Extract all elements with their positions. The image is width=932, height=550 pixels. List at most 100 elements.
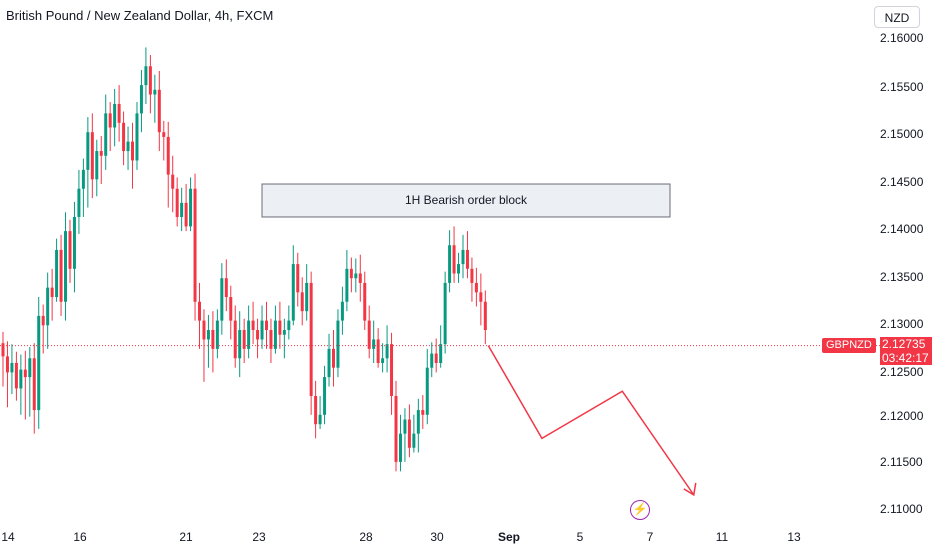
candle-body bbox=[470, 268, 474, 283]
order-block-label: 1H Bearish order block bbox=[404, 193, 528, 207]
candle-body bbox=[126, 141, 130, 152]
candle-body bbox=[367, 320, 371, 349]
candle-body bbox=[403, 419, 407, 434]
candle-body bbox=[77, 188, 81, 217]
candle-body bbox=[376, 339, 380, 363]
candle-body bbox=[175, 188, 179, 217]
candle-body bbox=[354, 273, 358, 279]
lightning-bolt-icon[interactable]: ⚡ bbox=[630, 500, 650, 520]
x-tick-label: 16 bbox=[73, 530, 87, 544]
candle-body bbox=[46, 287, 50, 326]
candle-body bbox=[278, 320, 282, 335]
candle-body bbox=[139, 85, 143, 114]
candle-body bbox=[323, 377, 327, 415]
candle-body bbox=[32, 358, 36, 411]
candle-body bbox=[229, 297, 233, 321]
candle-body bbox=[443, 282, 447, 345]
candle-body bbox=[314, 395, 318, 425]
candle-body bbox=[104, 113, 108, 156]
x-tick-label: 28 bbox=[359, 530, 373, 544]
candle-body bbox=[327, 348, 331, 378]
candle-body bbox=[198, 301, 202, 321]
candle-body bbox=[269, 330, 273, 349]
symbol-tag: GBPNZD bbox=[822, 338, 876, 353]
x-tick-label: 13 bbox=[787, 530, 801, 544]
candle-body bbox=[90, 132, 94, 180]
candle-body bbox=[59, 249, 63, 302]
candle-body bbox=[282, 330, 286, 335]
candle-body bbox=[113, 103, 117, 128]
candle-body bbox=[117, 103, 121, 123]
candle-body bbox=[81, 169, 85, 189]
candle-body bbox=[206, 330, 210, 340]
candle-body bbox=[434, 353, 438, 363]
candle-body bbox=[86, 132, 90, 170]
candle-body bbox=[309, 282, 313, 396]
x-tick-label: Sep bbox=[497, 530, 521, 544]
candle-body bbox=[336, 320, 340, 368]
candle-body bbox=[95, 151, 99, 180]
candle-body bbox=[457, 264, 461, 274]
candle-body bbox=[238, 330, 242, 359]
candle-body bbox=[41, 315, 45, 326]
y-tick-label: 2.11500 bbox=[880, 455, 923, 469]
bar-countdown: 03:42:17 bbox=[882, 351, 929, 365]
candle-body bbox=[358, 273, 362, 283]
candle-body bbox=[483, 301, 487, 331]
x-tick-label: 11 bbox=[715, 530, 729, 544]
currency-button[interactable]: NZD bbox=[874, 6, 920, 28]
candle-body bbox=[224, 278, 228, 298]
candle-body bbox=[474, 282, 478, 293]
candle-body bbox=[23, 369, 27, 378]
candle-body bbox=[479, 292, 483, 302]
y-tick-label: 2.12500 bbox=[880, 364, 924, 379]
candle-body bbox=[28, 358, 32, 378]
candle-body bbox=[425, 367, 429, 415]
candle-body bbox=[452, 245, 456, 274]
candle-body bbox=[300, 292, 304, 312]
candle-body bbox=[242, 330, 246, 349]
candle-body bbox=[184, 202, 188, 227]
candle-body bbox=[363, 282, 367, 321]
candle-body bbox=[68, 231, 72, 269]
y-tick-label: 2.13000 bbox=[880, 317, 924, 331]
candle-body bbox=[162, 132, 166, 137]
candle-body bbox=[416, 410, 420, 434]
candle-body bbox=[439, 344, 443, 363]
candle-body bbox=[430, 353, 434, 368]
candle-body bbox=[251, 320, 255, 331]
candle-body bbox=[50, 287, 54, 298]
candle-body bbox=[398, 433, 402, 462]
candle-body bbox=[421, 410, 425, 415]
chart-title: British Pound / New Zealand Dollar, 4h, … bbox=[6, 8, 274, 23]
candle-body bbox=[305, 282, 309, 312]
candle-body bbox=[99, 151, 103, 156]
candle-body bbox=[72, 216, 76, 269]
candle-body bbox=[264, 320, 268, 331]
candle-body bbox=[407, 419, 411, 448]
y-tick-label: 2.14500 bbox=[880, 174, 924, 189]
y-tick-label: 2.16000 bbox=[880, 31, 924, 45]
candle-body bbox=[37, 315, 41, 411]
y-tick-label: 2.12000 bbox=[880, 409, 924, 423]
candle-body bbox=[394, 395, 398, 462]
candle-body bbox=[291, 264, 295, 321]
y-tick-label: 2.15500 bbox=[880, 79, 924, 94]
candle-body bbox=[157, 89, 161, 133]
x-tick-label: 14 bbox=[1, 530, 15, 544]
candle-body bbox=[211, 330, 215, 349]
projection-arrowhead bbox=[683, 482, 697, 497]
candle-body bbox=[465, 249, 469, 269]
candle-body bbox=[412, 433, 416, 448]
candle-body bbox=[144, 66, 148, 86]
candle-body bbox=[19, 369, 23, 389]
x-tick-label: 30 bbox=[430, 530, 444, 544]
x-tick-label: 23 bbox=[252, 530, 266, 544]
candle-body bbox=[131, 141, 135, 161]
last-price-value: 2.12735 bbox=[882, 337, 926, 351]
candle-body bbox=[260, 320, 264, 340]
candle-body bbox=[318, 414, 322, 425]
candle-body bbox=[220, 278, 224, 321]
candle-body bbox=[148, 66, 152, 95]
